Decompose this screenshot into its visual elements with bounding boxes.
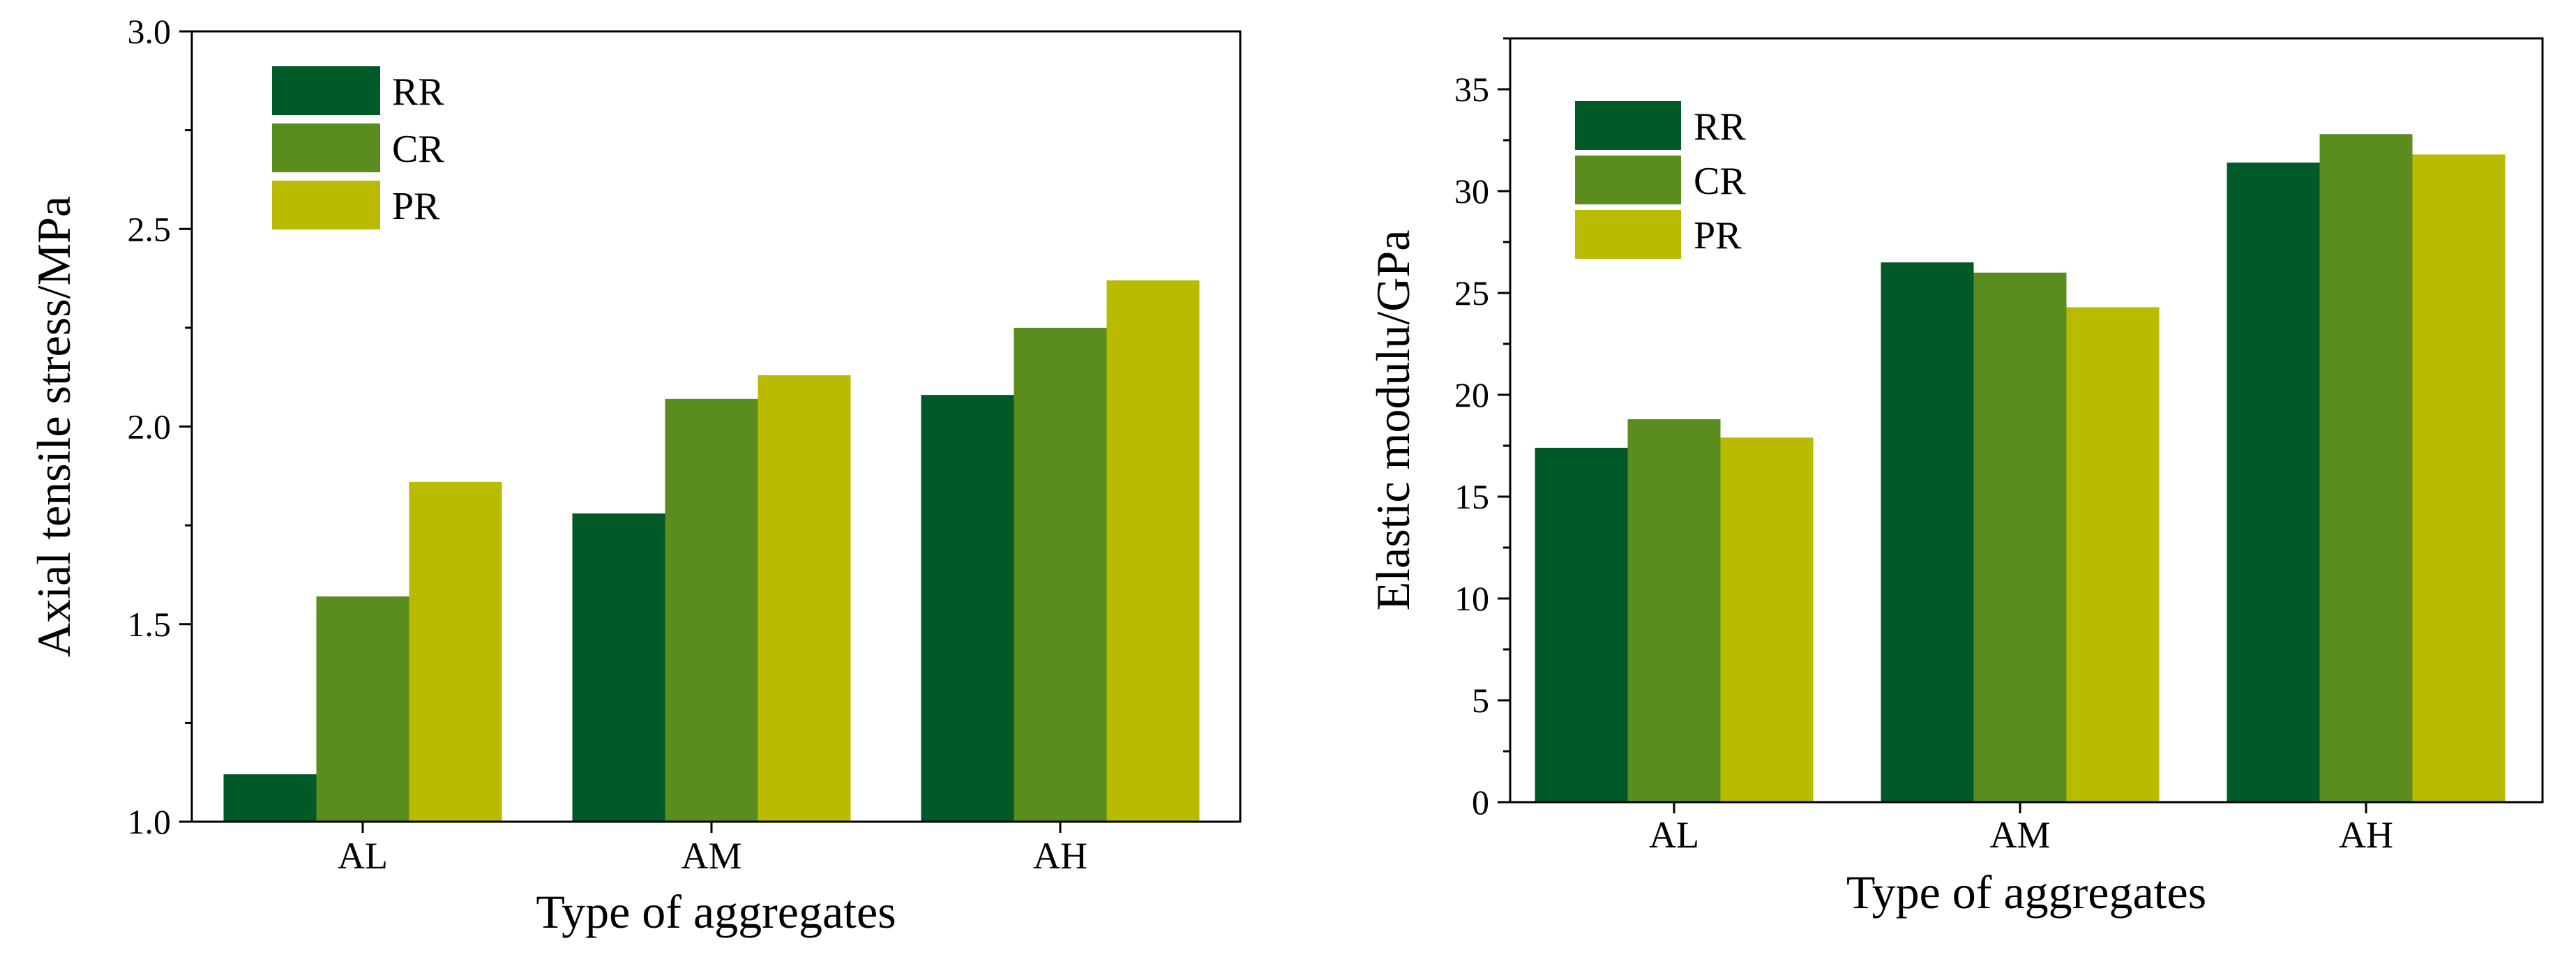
bar-cr-am bbox=[665, 398, 758, 822]
bar-rr-am bbox=[572, 513, 665, 822]
bar-pr-am bbox=[2066, 307, 2160, 802]
x-category-label: AM bbox=[1989, 814, 2050, 856]
bar-pr-al bbox=[1720, 437, 1814, 802]
y-tick-label: 2.5 bbox=[128, 209, 172, 248]
bar-rr-am bbox=[1881, 262, 1974, 802]
x-category-label: AH bbox=[1033, 835, 1087, 877]
legend-swatch-pr bbox=[1575, 210, 1681, 259]
x-category-label: AM bbox=[681, 835, 741, 877]
y-axis-title: Axial tensile stress/MPa bbox=[27, 196, 80, 657]
bar-cr-am bbox=[1973, 272, 2067, 802]
y-tick-label: 15 bbox=[1454, 477, 1489, 516]
bar-pr-ah bbox=[2412, 154, 2506, 802]
y-tick-label: 3.0 bbox=[128, 12, 172, 51]
y-tick-label: 25 bbox=[1454, 273, 1489, 312]
legend-label-pr: PR bbox=[392, 185, 440, 228]
bar-pr-al bbox=[409, 481, 502, 822]
legend-swatch-cr bbox=[1575, 156, 1681, 204]
legend-label-rr: RR bbox=[392, 70, 444, 114]
legend-swatch-rr bbox=[1575, 101, 1681, 150]
bar-pr-ah bbox=[1106, 280, 1200, 822]
bar-cr-ah bbox=[2319, 134, 2413, 803]
y-tick-label: 1.5 bbox=[128, 605, 172, 644]
bar-pr-am bbox=[758, 375, 851, 822]
legend-swatch-rr bbox=[272, 66, 380, 115]
y-tick-label: 20 bbox=[1454, 375, 1489, 414]
legend-swatch-cr bbox=[272, 123, 380, 172]
bar-rr-ah bbox=[921, 395, 1014, 822]
legend-swatch-pr bbox=[272, 181, 380, 229]
chart-elastic-modulus: 0 5 10 15 20 25 30 35 AL AM AH Type of aggregates El… bbox=[1366, 37, 2544, 919]
legend-label-cr: CR bbox=[1694, 160, 1746, 203]
x-category-label: AH bbox=[2339, 814, 2393, 856]
y-tick-label: 0 bbox=[1472, 783, 1489, 822]
legend-label-rr: RR bbox=[1694, 105, 1746, 149]
bar-rr-al bbox=[1535, 447, 1628, 802]
bar-cr-al bbox=[316, 596, 409, 822]
legend-label-pr: PR bbox=[1694, 214, 1742, 257]
legend-label-cr: CR bbox=[392, 128, 444, 171]
y-tick-label: 35 bbox=[1454, 70, 1489, 109]
x-axis-title: Type of aggregates bbox=[536, 885, 896, 938]
chart-axial-tensile-stress: 1.0 1.5 2.0 2.5 3.0 AL AM AH Type of aggregates A… bbox=[27, 12, 1242, 938]
bar-rr-al bbox=[223, 774, 317, 822]
plot-frame bbox=[1509, 37, 2544, 804]
x-category-label: AL bbox=[338, 835, 388, 877]
bar-rr-ah bbox=[2227, 163, 2320, 802]
x-category-label: AL bbox=[1649, 814, 1699, 856]
y-tick-label: 5 bbox=[1472, 681, 1489, 720]
bar-cr-ah bbox=[1014, 327, 1107, 822]
y-tick-label: 30 bbox=[1454, 172, 1489, 211]
y-tick-label: 2.0 bbox=[128, 407, 172, 446]
y-axis-title: Elastic modulu/GPa bbox=[1366, 230, 1419, 611]
y-tick-label: 10 bbox=[1454, 579, 1489, 618]
x-axis-title: Type of aggregates bbox=[1846, 866, 2206, 919]
bar-cr-al bbox=[1627, 419, 1721, 802]
y-tick-label: 1.0 bbox=[128, 802, 172, 841]
